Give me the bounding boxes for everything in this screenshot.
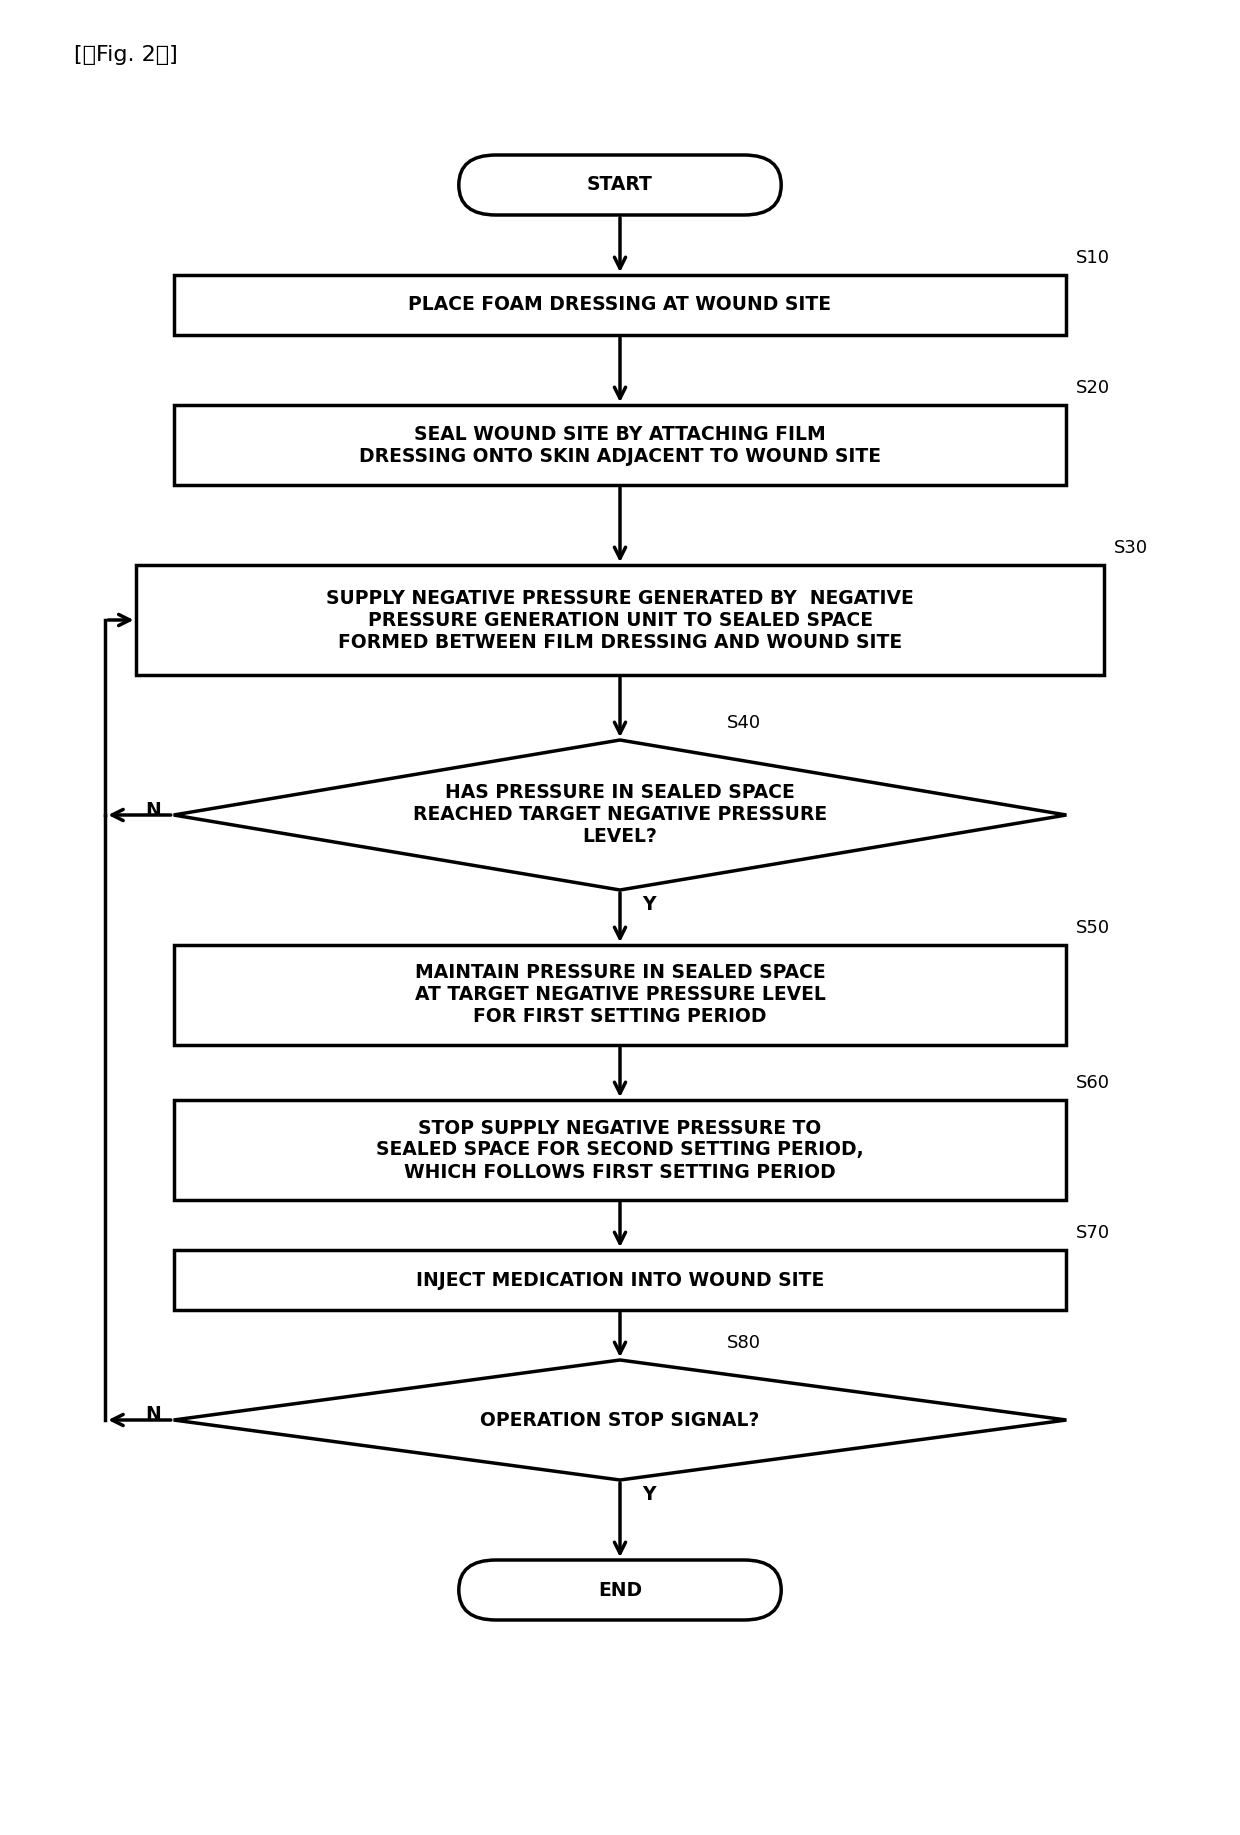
Text: STOP SUPPLY NEGATIVE PRESSURE TO
SEALED SPACE FOR SECOND SETTING PERIOD,
WHICH F: STOP SUPPLY NEGATIVE PRESSURE TO SEALED … [376,1119,864,1182]
Text: HAS PRESSURE IN SEALED SPACE
REACHED TARGET NEGATIVE PRESSURE
LEVEL?: HAS PRESSURE IN SEALED SPACE REACHED TAR… [413,784,827,846]
Text: S10: S10 [1076,250,1110,268]
Polygon shape [174,1360,1066,1481]
Text: S50: S50 [1076,919,1111,938]
Text: END: END [598,1580,642,1600]
Text: SEAL WOUND SITE BY ATTACHING FILM
DRESSING ONTO SKIN ADJACENT TO WOUND SITE: SEAL WOUND SITE BY ATTACHING FILM DRESSI… [360,424,880,466]
Text: S40: S40 [727,714,761,732]
Text: S20: S20 [1076,380,1111,396]
Text: N: N [145,1406,161,1424]
Text: SUPPLY NEGATIVE PRESSURE GENERATED BY  NEGATIVE
PRESSURE GENERATION UNIT TO SEAL: SUPPLY NEGATIVE PRESSURE GENERATED BY NE… [326,589,914,651]
FancyBboxPatch shape [174,1099,1066,1200]
FancyBboxPatch shape [174,945,1066,1044]
FancyBboxPatch shape [174,406,1066,484]
Text: Y: Y [642,1485,656,1505]
Polygon shape [174,740,1066,890]
FancyBboxPatch shape [136,565,1104,675]
Text: [　Fig. 2　]: [ Fig. 2 ] [74,46,179,64]
FancyBboxPatch shape [174,1250,1066,1310]
Text: S80: S80 [727,1334,761,1352]
Text: N: N [145,800,161,820]
Text: INJECT MEDICATION INTO WOUND SITE: INJECT MEDICATION INTO WOUND SITE [415,1270,825,1290]
Text: S30: S30 [1114,539,1148,558]
Text: Y: Y [642,895,656,914]
FancyBboxPatch shape [459,154,781,215]
Text: OPERATION STOP SIGNAL?: OPERATION STOP SIGNAL? [480,1411,760,1429]
Text: PLACE FOAM DRESSING AT WOUND SITE: PLACE FOAM DRESSING AT WOUND SITE [408,295,832,314]
Text: START: START [587,176,653,195]
Text: S70: S70 [1076,1224,1111,1242]
FancyBboxPatch shape [174,275,1066,336]
Text: S60: S60 [1076,1073,1110,1092]
Text: MAINTAIN PRESSURE IN SEALED SPACE
AT TARGET NEGATIVE PRESSURE LEVEL
FOR FIRST SE: MAINTAIN PRESSURE IN SEALED SPACE AT TAR… [414,963,826,1026]
FancyBboxPatch shape [459,1560,781,1620]
